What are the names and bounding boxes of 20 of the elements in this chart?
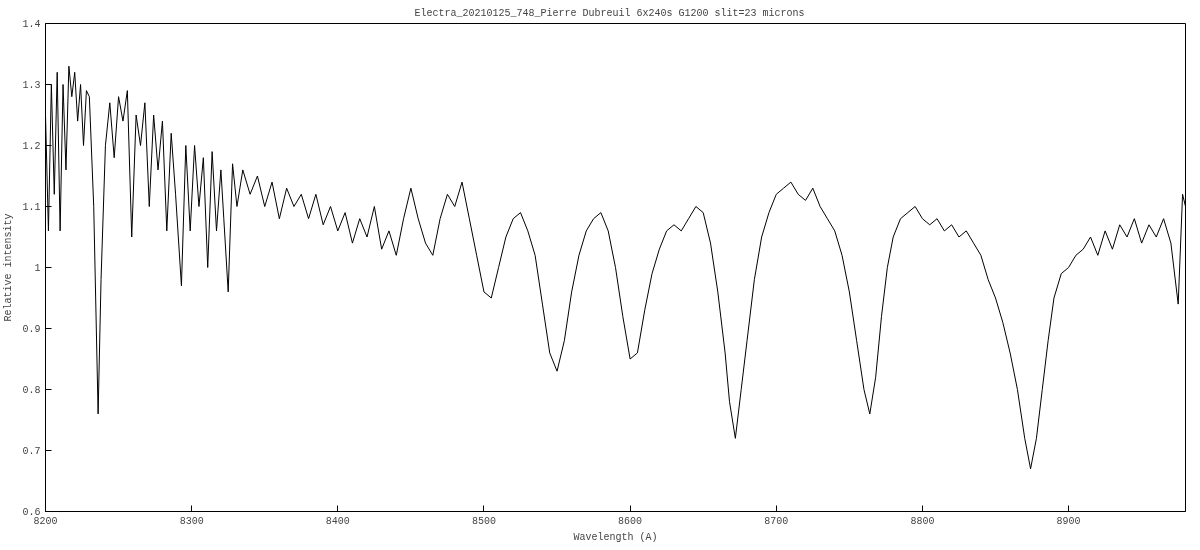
x-tick-label: 8900 [1056, 515, 1081, 527]
x-tick-label: 8800 [910, 515, 935, 527]
y-tick-label: 0.6 [22, 507, 41, 518]
x-tick-label: 8500 [471, 515, 496, 527]
y-tick-label: 1.1 [22, 202, 41, 213]
y-tick-label: 1.2 [22, 141, 41, 152]
x-tick-label: 8400 [325, 515, 350, 527]
x-axis-title: Wavelength (A) [573, 531, 658, 543]
x-tick-label: 8200 [33, 515, 58, 527]
chart-title: Electra_20210125_748_Pierre Dubreuil 6x240s G1200 slit=23 microns [414, 7, 805, 19]
y-tick-label: 1.3 [22, 80, 41, 91]
y-tick-label: 0.7 [22, 446, 41, 457]
y-tick-label: 1.4 [22, 19, 41, 30]
y-axis-title: Relative intensity [3, 213, 15, 322]
y-tick-label: 1 [34, 263, 41, 274]
y-tick-label: 0.9 [22, 324, 41, 335]
y-tick-label: 0.8 [22, 385, 41, 396]
x-tick-label: 8700 [764, 515, 789, 527]
x-tick-label: 8600 [618, 515, 643, 527]
x-tick-label: 8300 [179, 515, 204, 527]
